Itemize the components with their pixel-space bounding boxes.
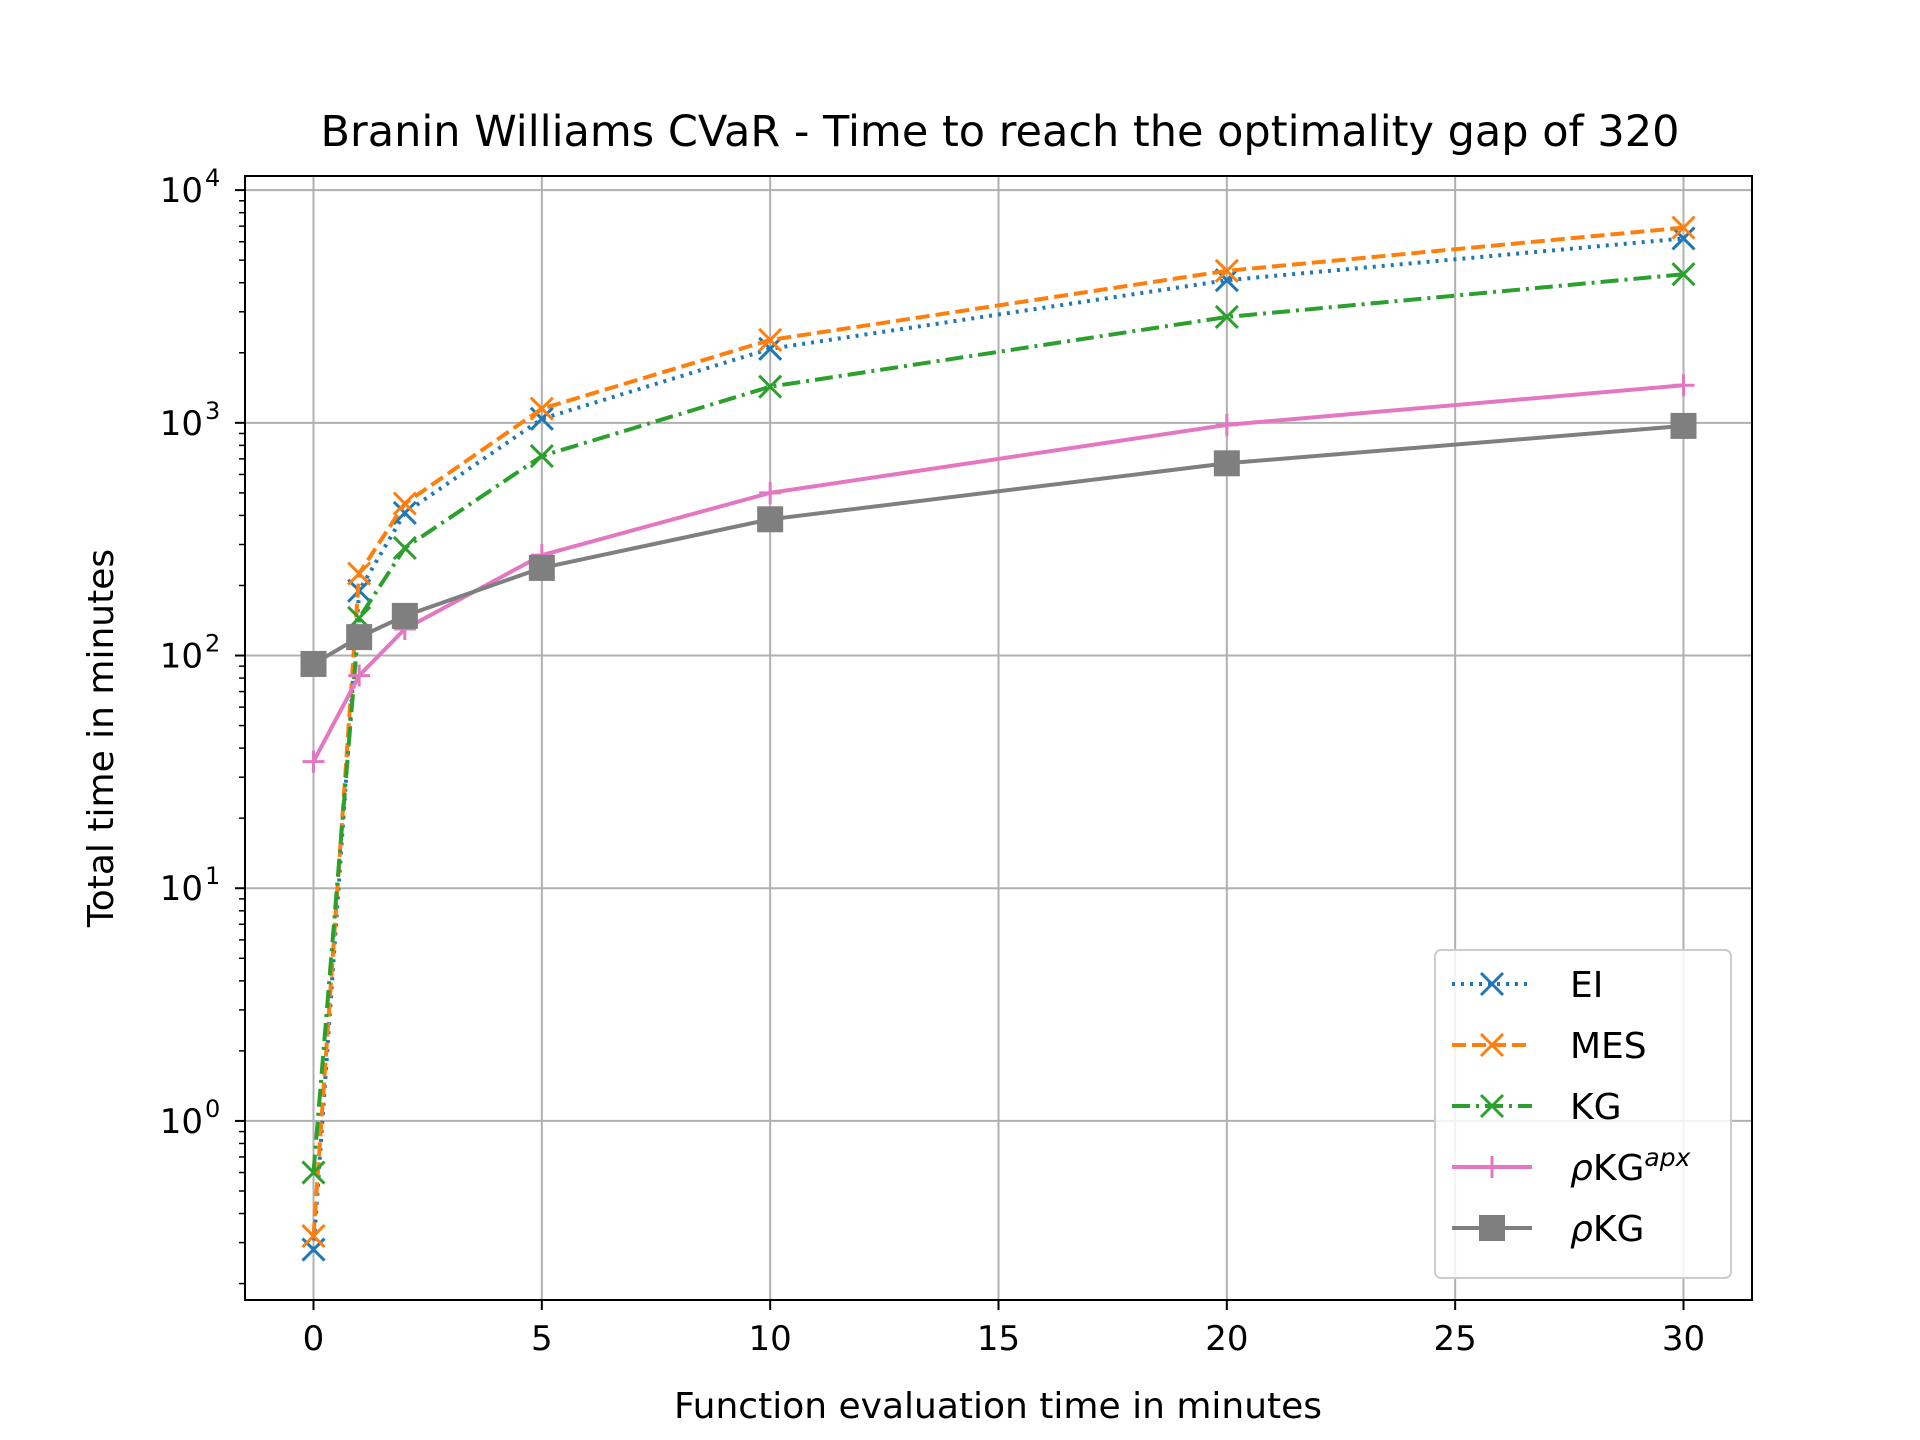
- legend-marker: [1479, 1093, 1505, 1119]
- data-point: [346, 624, 373, 651]
- data-point: [1670, 412, 1697, 439]
- marker-stroke: [529, 406, 554, 431]
- grid: [245, 176, 1752, 1300]
- marker-stroke: [1214, 258, 1239, 283]
- series-1: [301, 215, 1696, 1249]
- legend-entry: MES: [1452, 1026, 1647, 1067]
- data-point: [1213, 450, 1240, 477]
- legend-marker: [1479, 971, 1505, 997]
- legend-label: EI: [1570, 965, 1603, 1006]
- marker-stroke: [1479, 1093, 1505, 1119]
- marker-stroke: [301, 1224, 326, 1249]
- legend-marker: [1479, 1032, 1505, 1058]
- data-point: [1215, 413, 1238, 436]
- marker-stroke: [758, 327, 783, 353]
- y-axis-label: Total time in minutes: [81, 549, 122, 928]
- data-point: [392, 491, 417, 516]
- data-point: [1671, 262, 1696, 287]
- x-tick-label: 15: [977, 1319, 1020, 1359]
- legend-label: MES: [1570, 1026, 1647, 1067]
- x-tick-label: 20: [1205, 1319, 1248, 1359]
- marker-stroke: [529, 396, 554, 421]
- data-point: [347, 561, 372, 586]
- data-point: [759, 481, 782, 504]
- chart-title: Branin Williams CVaR - Time to reach the…: [321, 107, 1680, 157]
- data-point: [529, 443, 554, 469]
- data-point: [1214, 258, 1239, 283]
- y-tick-label-exponent: 4: [205, 164, 220, 192]
- data-point: [529, 396, 554, 421]
- x-axis-ticks: 0 5 10 15 20 25 30: [303, 1300, 1705, 1359]
- x-axis-label: Function evaluation time in minutes: [674, 1386, 1322, 1427]
- marker-stroke: [392, 500, 417, 525]
- data-point: [302, 750, 325, 773]
- marker-stroke: [1214, 304, 1239, 330]
- x-tick-label: 0: [303, 1319, 325, 1359]
- x-tick-label: 5: [531, 1319, 553, 1359]
- data-point: [1214, 304, 1239, 330]
- data-point: [1671, 215, 1696, 240]
- data-point: [392, 535, 417, 560]
- marker-stroke: [1671, 215, 1696, 240]
- legend-label: ρKG: [1570, 1209, 1644, 1250]
- y-tick-label: 10: [160, 869, 203, 909]
- x-tick-label: 25: [1434, 1319, 1477, 1359]
- data-point: [758, 374, 783, 399]
- y-tick-label: 10: [160, 171, 203, 211]
- data-point: [300, 650, 327, 677]
- data-point: [528, 554, 555, 581]
- y-tick-label: 10: [160, 637, 203, 677]
- data-point: [391, 602, 418, 629]
- legend-entry: EI: [1452, 965, 1603, 1006]
- marker-stroke: [347, 561, 372, 586]
- marker-stroke: [1671, 226, 1696, 251]
- marker-stroke: [1671, 262, 1696, 287]
- data-point: [1671, 226, 1696, 251]
- marker-stroke: [1479, 1032, 1505, 1058]
- data-point: [301, 1224, 326, 1249]
- series-layer: [300, 215, 1697, 1262]
- marker-stroke: [758, 374, 783, 399]
- marker-stroke: [392, 535, 417, 560]
- marker-stroke: [529, 443, 554, 469]
- legend-entry: KG: [1452, 1087, 1622, 1128]
- series-2: [301, 262, 1696, 1185]
- data-point: [392, 500, 417, 525]
- x-tick-label: 10: [749, 1319, 792, 1359]
- marker-stroke: [1214, 268, 1239, 293]
- y-tick-label: 10: [160, 404, 203, 444]
- marker-stroke: [392, 491, 417, 516]
- data-point: [301, 1160, 326, 1185]
- data-point: [757, 506, 784, 533]
- marker-stroke: [301, 1160, 326, 1185]
- data-point: [348, 664, 371, 687]
- data-point: [1672, 374, 1695, 397]
- y-tick-label: 10: [160, 1102, 203, 1142]
- marker-stroke: [758, 336, 783, 361]
- y-tick-label-exponent: 2: [205, 630, 220, 658]
- legend-box: [1434, 949, 1732, 1279]
- legend-marker: [1481, 1156, 1503, 1178]
- y-tick-label-exponent: 0: [205, 1095, 220, 1123]
- y-tick-label-exponent: 3: [205, 397, 220, 425]
- marker-stroke: [1479, 971, 1505, 997]
- data-point: [758, 327, 783, 353]
- legend-entry: ρKG: [1452, 1209, 1644, 1250]
- x-tick-label: 30: [1662, 1319, 1705, 1359]
- series-4: [300, 412, 1697, 677]
- y-tick-label-exponent: 1: [205, 862, 220, 890]
- legend-marker: [1479, 1215, 1505, 1241]
- legend-label: KG: [1570, 1087, 1622, 1128]
